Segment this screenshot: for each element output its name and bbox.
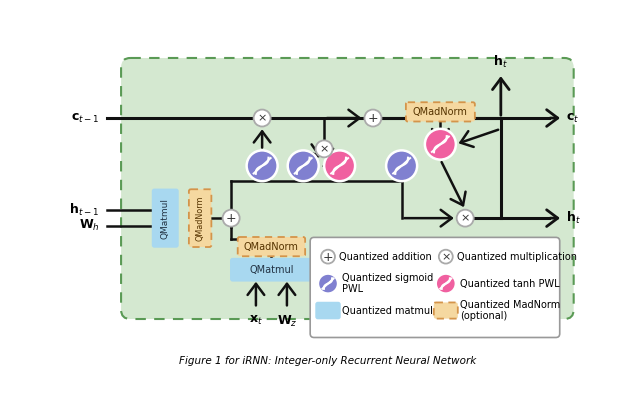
Text: $\mathbf{c}_{t-1}$: $\mathbf{c}_{t-1}$ — [71, 111, 99, 124]
Text: $\mathbf{W}_{z}$: $\mathbf{W}_{z}$ — [276, 314, 297, 329]
Text: Quantized MadNorm
(optional): Quantized MadNorm (optional) — [460, 300, 560, 321]
Circle shape — [386, 150, 417, 181]
Text: $\mathbf{h}_{t}$: $\mathbf{h}_{t}$ — [566, 210, 580, 226]
Text: Quantized addition: Quantized addition — [339, 252, 431, 261]
Text: Quantized multiplication: Quantized multiplication — [457, 252, 577, 261]
Circle shape — [246, 150, 278, 181]
Circle shape — [324, 150, 355, 181]
Text: QMadNorm: QMadNorm — [413, 107, 468, 117]
Text: $\mathbf{x}_{t}$: $\mathbf{x}_{t}$ — [249, 314, 263, 328]
FancyBboxPatch shape — [237, 237, 305, 256]
Text: Quantized sigmoid
PWL: Quantized sigmoid PWL — [342, 273, 433, 295]
FancyBboxPatch shape — [406, 102, 475, 122]
Text: +: + — [323, 251, 333, 264]
Circle shape — [364, 110, 381, 127]
Text: $\mathbf{h}_{t}$: $\mathbf{h}_{t}$ — [493, 54, 508, 70]
FancyBboxPatch shape — [316, 303, 340, 318]
FancyBboxPatch shape — [434, 303, 458, 318]
FancyBboxPatch shape — [189, 189, 211, 247]
FancyBboxPatch shape — [152, 189, 178, 247]
Circle shape — [321, 250, 335, 264]
Text: Quantized matmul: Quantized matmul — [342, 305, 433, 316]
FancyBboxPatch shape — [231, 259, 312, 281]
Text: ×: × — [461, 214, 470, 223]
Text: $\mathbf{h}_{t-1}$: $\mathbf{h}_{t-1}$ — [70, 202, 99, 218]
FancyBboxPatch shape — [121, 58, 573, 319]
Text: QMatmul: QMatmul — [249, 265, 294, 275]
Circle shape — [457, 210, 474, 227]
Text: Figure 1 for iRNN: Integer-only Recurrent Neural Network: Figure 1 for iRNN: Integer-only Recurren… — [179, 356, 477, 366]
Text: $\mathbf{c}_{t}$: $\mathbf{c}_{t}$ — [566, 111, 579, 124]
Text: ×: × — [319, 144, 329, 154]
Circle shape — [253, 110, 271, 127]
Circle shape — [318, 274, 338, 294]
Text: $\mathbf{W}_{h}$: $\mathbf{W}_{h}$ — [79, 218, 99, 233]
Circle shape — [436, 274, 456, 294]
Text: QMadNorm: QMadNorm — [244, 242, 299, 252]
Text: Quantized tanh PWL: Quantized tanh PWL — [460, 279, 559, 289]
Circle shape — [425, 129, 456, 160]
Text: ×: × — [441, 252, 451, 262]
Circle shape — [316, 140, 333, 157]
Circle shape — [288, 150, 319, 181]
Text: +: + — [226, 212, 236, 225]
FancyBboxPatch shape — [310, 238, 560, 337]
Circle shape — [439, 250, 452, 264]
Text: QMadNorm: QMadNorm — [196, 195, 205, 241]
Text: +: + — [367, 112, 378, 125]
Circle shape — [223, 210, 239, 227]
Text: QMatmul: QMatmul — [161, 198, 170, 239]
Text: ×: × — [257, 114, 267, 124]
